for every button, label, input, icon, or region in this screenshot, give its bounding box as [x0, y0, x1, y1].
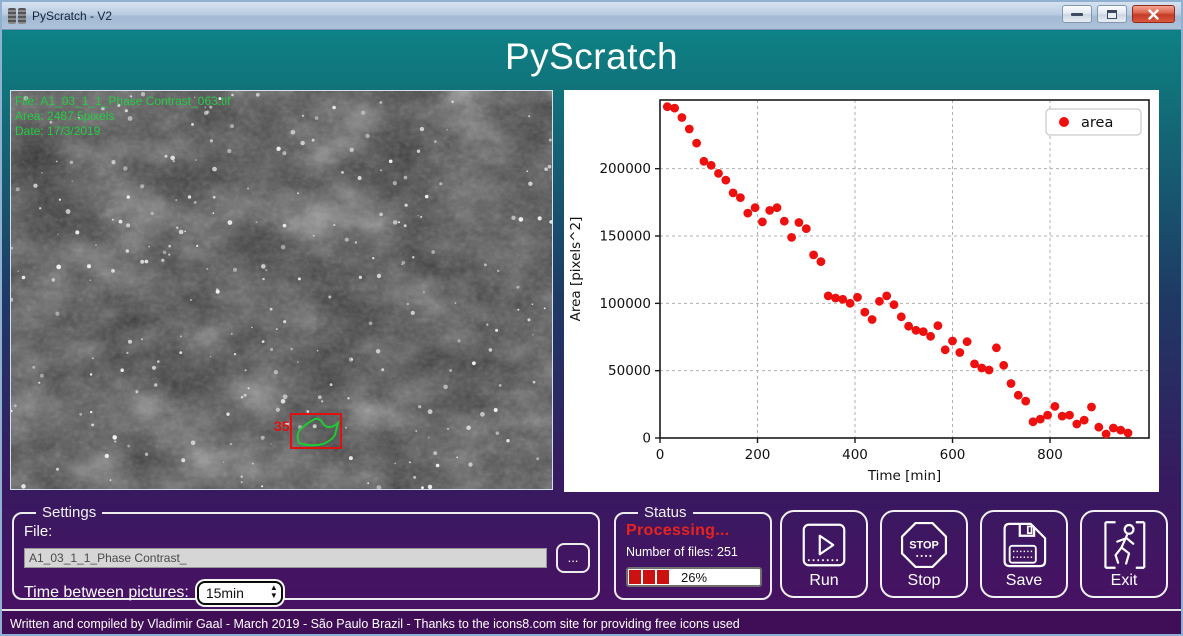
minimize-button[interactable] [1062, 5, 1092, 23]
svg-text:STOP: STOP [909, 539, 939, 551]
save-button-label: Save [1005, 572, 1043, 589]
footer: Written and compiled by Vladimir Gaal - … [2, 609, 1181, 634]
titlebar[interactable]: PyScratch - V2 [2, 2, 1181, 30]
run-button-label: Run [809, 572, 839, 589]
browse-button[interactable]: ... [556, 543, 590, 573]
file-input[interactable] [24, 548, 547, 568]
scratch-bounding-box [290, 413, 342, 449]
svg-text:Time [min]: Time [min] [867, 468, 941, 484]
microscopy-image: 35 File: A1_03_1_1_Phase Contrast_063.tif… [9, 90, 553, 490]
interval-label: Time between pictures: [24, 584, 189, 601]
svg-text:50000: 50000 [608, 363, 651, 379]
svg-text:150000: 150000 [599, 229, 651, 245]
progress-segment [629, 570, 641, 584]
play-icon [802, 523, 846, 567]
interval-value: 15min [205, 585, 244, 601]
settings-group-title: Settings [42, 504, 97, 521]
caption-buttons [1062, 2, 1175, 29]
spin-up-icon[interactable]: ▲ [269, 583, 278, 592]
svg-text:0: 0 [642, 431, 651, 447]
maximize-icon [1107, 9, 1117, 19]
minimize-icon [1071, 12, 1083, 16]
status-group: Status Processing... Number of files: 25… [614, 504, 772, 600]
action-buttons: Run STOP Stop Save [780, 510, 1168, 598]
stop-button[interactable]: STOP Stop [880, 510, 968, 598]
svg-text:200000: 200000 [599, 161, 651, 177]
status-group-title: Status [644, 504, 687, 521]
progress-percent-label: 26% [680, 569, 708, 585]
files-count-label: Number of files: [626, 545, 714, 559]
image-overlay-line-0: File: A1_03_1_1_Phase Contrast_063.tif [15, 94, 231, 108]
files-count-line: Number of files: 251 [626, 545, 762, 559]
settings-group: Settings File: ... Time between pictures… [12, 504, 600, 605]
maximize-button[interactable] [1097, 5, 1127, 23]
progress-segment [643, 570, 655, 584]
microscopy-canvas: 35 File: A1_03_1_1_Phase Contrast_063.tif… [9, 91, 553, 490]
file-label: File: [24, 523, 53, 540]
svg-text:area: area [1081, 115, 1113, 131]
close-button[interactable] [1132, 5, 1175, 23]
stop-button-label: Stop [907, 572, 941, 589]
svg-text:800: 800 [1037, 447, 1063, 463]
app-icon [8, 7, 26, 24]
spinbox-arrows[interactable]: ▲ ▼ [269, 583, 278, 601]
close-icon [1148, 8, 1159, 20]
stop-sign-icon: STOP [900, 521, 948, 569]
svg-text:0: 0 [656, 447, 665, 463]
floppy-disk-icon [1003, 522, 1047, 568]
progress-bar: 26% [626, 567, 762, 587]
interval-spinbox[interactable]: 15min ▲ ▼ [196, 581, 283, 605]
area-vs-time-chart: 0 200 400 600 800 0 50000 100000 150000 200000 Tim… [568, 99, 1150, 484]
image-overlay-line-2: Date: 17/3/2019 [15, 124, 101, 138]
processing-status: Processing... [626, 522, 730, 539]
save-button[interactable]: Save [980, 510, 1068, 598]
svg-text:100000: 100000 [599, 296, 651, 312]
exit-button-label: Exit [1110, 572, 1138, 589]
files-count-value: 251 [717, 545, 738, 559]
app-title: PyScratch [504, 36, 679, 77]
exit-button[interactable]: Exit [1080, 510, 1168, 598]
svg-text:600: 600 [940, 447, 966, 463]
app-header: PyScratch [2, 36, 1181, 78]
scratch-contour [296, 417, 340, 447]
exit-door-runner-icon [1104, 521, 1146, 569]
svg-text:Area [pixels^2]: Area [pixels^2] [568, 217, 584, 322]
svg-text:200: 200 [745, 447, 771, 463]
progress-segment [657, 570, 669, 584]
main-content: PyScratch 35 File: A1_03_1_1_Phase Contra… [2, 30, 1181, 609]
scratch-marker-label: 35 [274, 418, 290, 434]
run-button[interactable]: Run [780, 510, 868, 598]
window-title: PyScratch - V2 [32, 8, 113, 23]
svg-text:400: 400 [842, 447, 868, 463]
credits-text: Written and compiled by Vladimir Gaal - … [10, 616, 740, 631]
chart-panel: 0 200 400 600 800 0 50000 100000 150000 200000 Tim… [564, 90, 1159, 492]
spin-down-icon[interactable]: ▼ [269, 591, 278, 600]
image-overlay-line-1: Area: 2487.5pixels [15, 109, 114, 123]
